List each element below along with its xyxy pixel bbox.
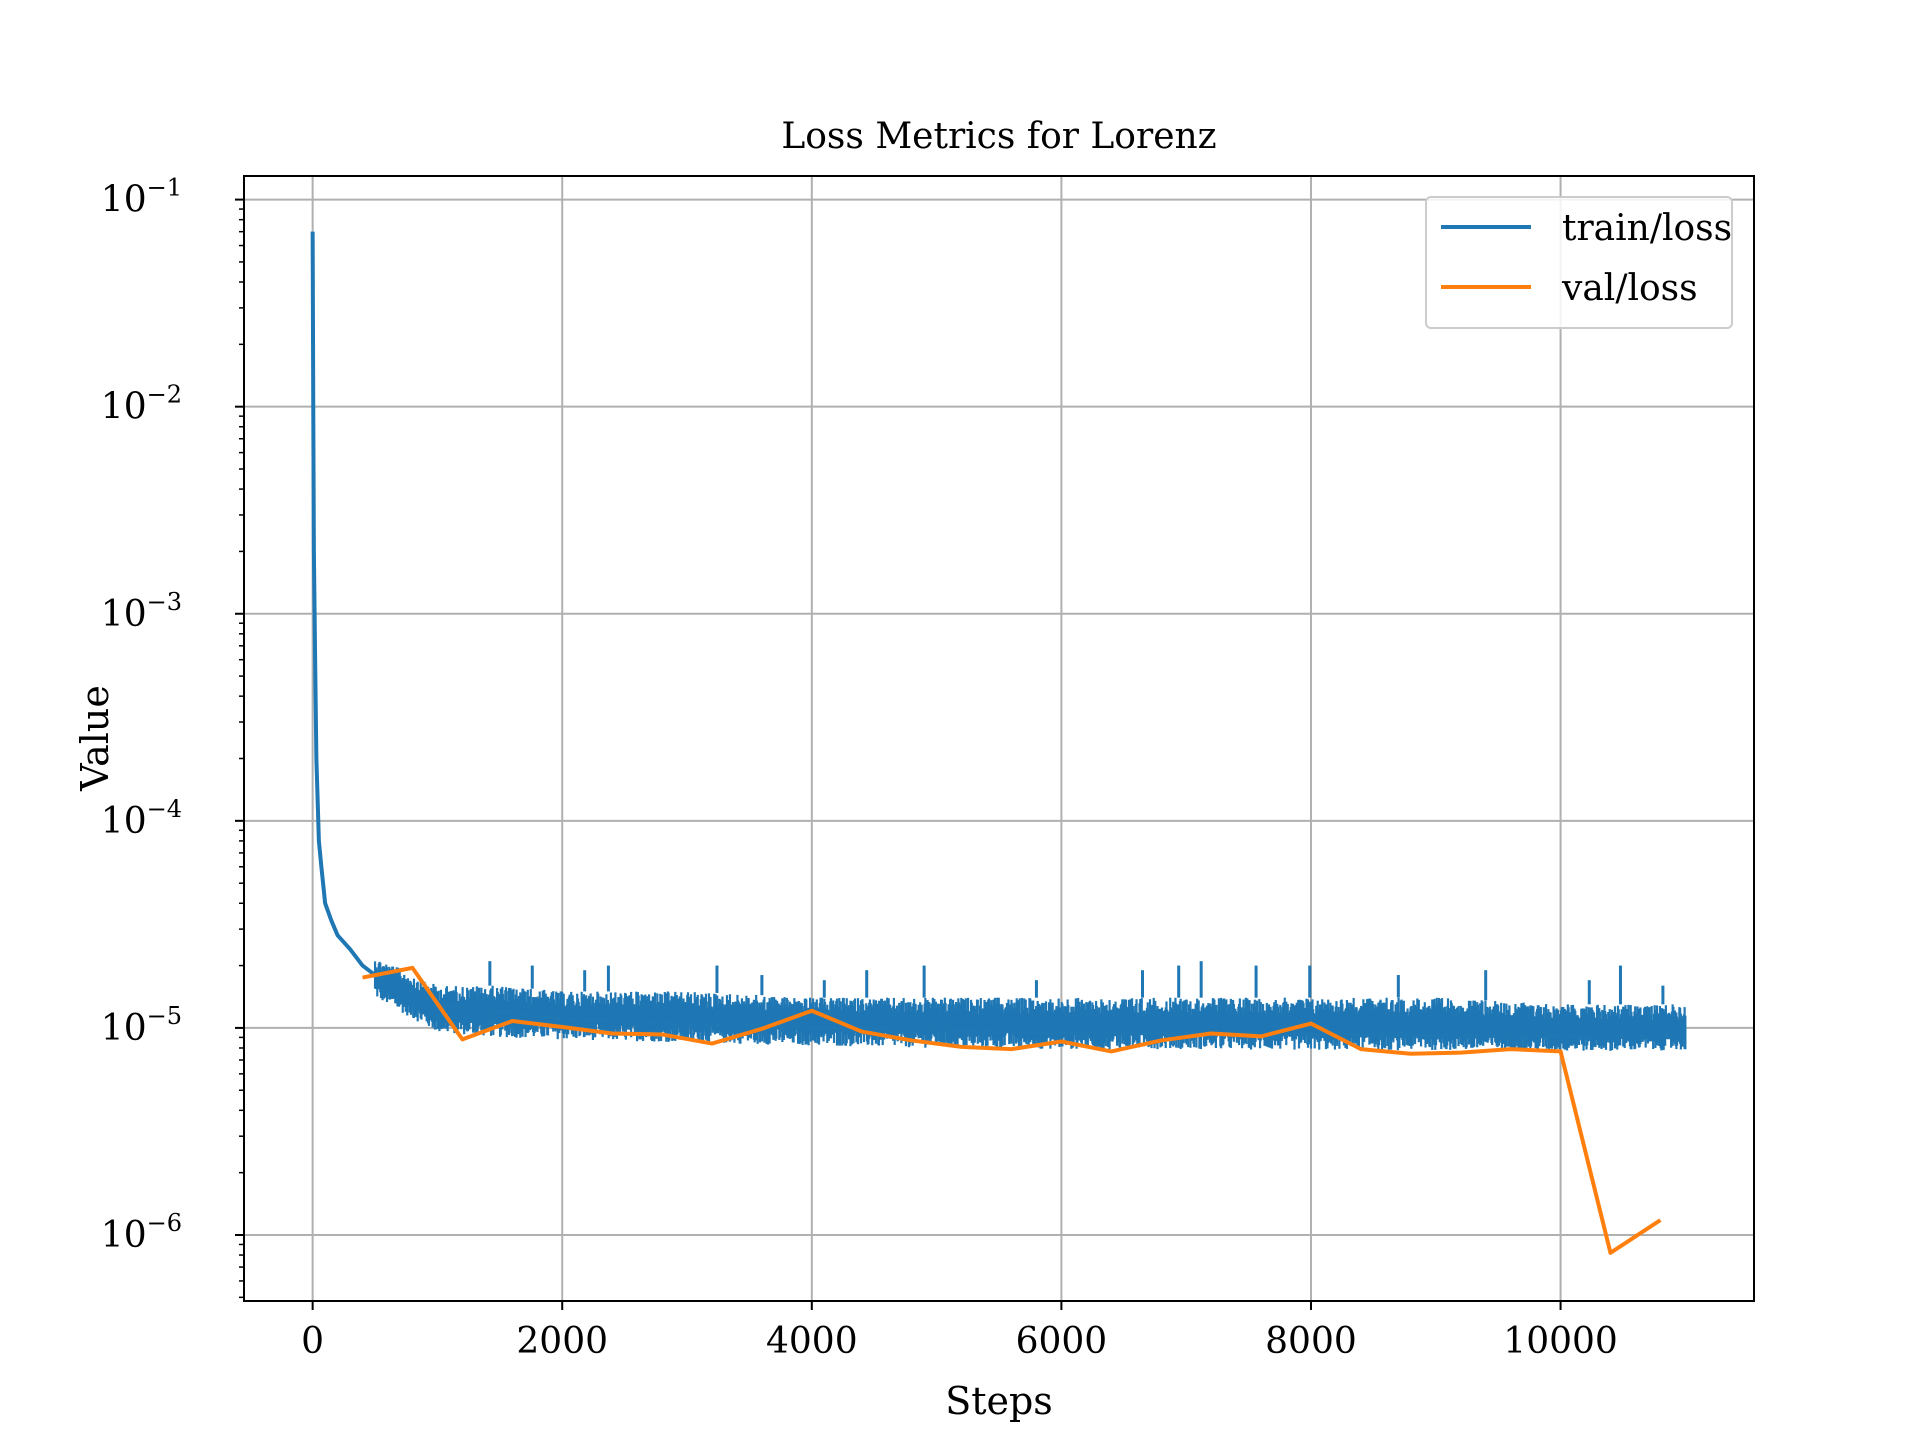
- y-tick-base: 10: [101, 801, 147, 842]
- y-tick-label: 10−3: [101, 588, 182, 635]
- x-tick-label: 8000: [1265, 1321, 1357, 1362]
- y-tick-base: 10: [101, 1008, 147, 1049]
- y-tick-label: 10−1: [101, 174, 182, 221]
- legend: train/loss val/loss: [1425, 196, 1733, 329]
- x-tick-label: 4000: [766, 1321, 858, 1362]
- train-loss-line: [310, 231, 1686, 1040]
- ticks: 0 2000 4000 6000 8000 1000010−610−510−410−310…: [101, 174, 1618, 1362]
- chart-title: Loss Metrics for Lorenz: [781, 116, 1216, 157]
- x-tick-label: 6000: [1016, 1321, 1108, 1362]
- y-tick-base: 10: [101, 1215, 147, 1256]
- y-tick-base: 10: [101, 387, 147, 428]
- y-tick-label: 10−6: [101, 1209, 182, 1256]
- series-lines: [310, 231, 1686, 1255]
- y-tick-exponent: −6: [147, 1209, 182, 1237]
- x-axis-label: Steps: [945, 1379, 1053, 1423]
- y-axis-label: Value: [73, 685, 117, 792]
- y-tick-exponent: −2: [147, 381, 182, 409]
- y-tick-base: 10: [101, 180, 147, 221]
- y-tick-label: 10−4: [101, 795, 182, 842]
- x-tick-label: 2000: [516, 1321, 608, 1362]
- y-tick-exponent: −3: [147, 588, 182, 616]
- y-tick-exponent: −5: [147, 1002, 182, 1030]
- legend-box: [1425, 196, 1733, 329]
- legend-label-val-loss: val/loss: [1561, 268, 1698, 309]
- y-tick-exponent: −4: [147, 795, 182, 823]
- y-tick-base: 10: [101, 594, 147, 635]
- x-tick-label: 0: [301, 1321, 324, 1362]
- y-tick-label: 10−2: [101, 381, 182, 428]
- plot-frame: [243, 175, 1755, 1302]
- y-tick-label: 10−5: [101, 1002, 182, 1049]
- legend-label-train-loss: train/loss: [1562, 208, 1732, 249]
- y-tick-exponent: −1: [147, 174, 182, 202]
- x-tick-label: 10000: [1503, 1321, 1618, 1362]
